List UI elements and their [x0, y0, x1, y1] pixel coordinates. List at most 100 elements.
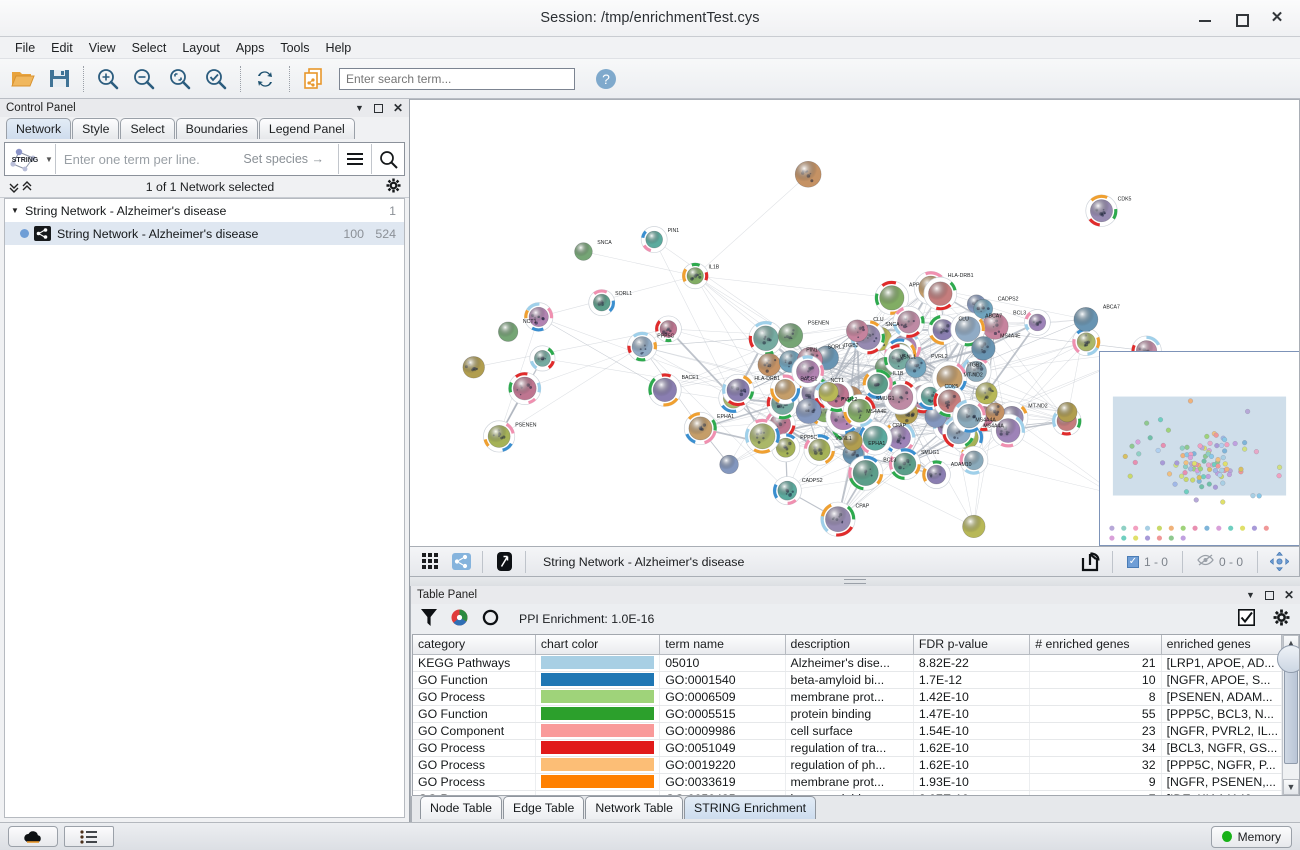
refresh-icon[interactable] — [248, 63, 282, 95]
collapse-expand-icons[interactable] — [8, 180, 34, 193]
tab-network-table[interactable]: Network Table — [585, 796, 684, 819]
table-row[interactable]: KEGG Pathways 05010 Alzheimer's dise... 8.8… — [413, 654, 1283, 672]
set-species-link[interactable]: Set species → — [243, 152, 324, 166]
col-term-name[interactable]: term name — [659, 635, 786, 655]
table-row[interactable]: GO Process GO:0006509 membrane prot... 1.42… — [413, 688, 1283, 706]
col-description[interactable]: description — [785, 635, 914, 655]
menu-tools[interactable]: Tools — [280, 40, 310, 55]
string-search-icon[interactable] — [372, 143, 404, 175]
tree-network-row[interactable]: String Network - Alzheimer's disease 100… — [5, 222, 404, 245]
cell-description: regulation of ph... — [785, 756, 914, 774]
svg-text:NCT1: NCT1 — [831, 378, 845, 384]
grid-layout-icon[interactable] — [416, 550, 444, 574]
cloud-icon[interactable] — [8, 826, 58, 847]
menu-file[interactable]: File — [15, 40, 36, 55]
col-enriched-count[interactable]: # enriched genes — [1029, 635, 1162, 655]
search-input[interactable] — [339, 67, 575, 90]
chevron-down-icon[interactable]: ▼ — [1246, 590, 1255, 600]
options-menu-icon[interactable] — [339, 143, 371, 175]
close-panel-icon[interactable]: ✕ — [392, 101, 403, 115]
menu-apps[interactable]: Apps — [235, 40, 265, 55]
color-swatch — [540, 673, 655, 686]
tab-network[interactable]: Network — [6, 118, 72, 139]
enrichment-table-wrapper[interactable]: category chart color term name descripti… — [412, 634, 1300, 796]
hidden-eye-icon[interactable] — [1197, 554, 1214, 569]
tab-string-enrichment[interactable]: STRING Enrichment — [684, 796, 817, 819]
table-vertical-scrollbar[interactable]: ▲ ▼ — [1277, 635, 1299, 795]
tab-edge-table[interactable]: Edge Table — [503, 796, 585, 819]
string-style-toggle-icon[interactable] — [490, 550, 518, 574]
svg-text:APP: APP — [909, 283, 920, 289]
open-folder-icon[interactable] — [6, 63, 40, 95]
cell-description: beta-amyloid bi... — [785, 671, 914, 689]
string-logo-icon: STRING — [5, 143, 45, 175]
enrichment-table-body: KEGG Pathways 05010 Alzheimer's dise... 8.8… — [413, 654, 1283, 795]
tab-select[interactable]: Select — [120, 118, 175, 139]
table-row[interactable]: GO Process GO:0033619 membrane prot... 1.93… — [413, 773, 1283, 791]
string-term-input[interactable]: Enter one term per line. — [63, 151, 200, 167]
network-tree[interactable]: ▼ String Network - Alzheimer's disease 1… — [4, 198, 405, 818]
search-field[interactable] — [344, 70, 570, 87]
string-species-dropdown-icon[interactable]: ▼ — [45, 154, 53, 164]
network-selected-label: 1 of 1 Network selected — [145, 179, 275, 194]
pan-tool-icon[interactable] — [1265, 550, 1293, 574]
col-enriched-genes[interactable]: enriched genes — [1161, 635, 1283, 655]
network-view-share-icon[interactable] — [447, 550, 475, 574]
col-chart-color[interactable]: chart color — [535, 635, 661, 655]
menu-help[interactable]: Help — [325, 40, 352, 55]
filter-icon[interactable] — [421, 609, 437, 629]
horizontal-splitter[interactable] — [410, 577, 1300, 586]
table-row[interactable]: GO Process GO:0019220 regulation of ph... 1… — [413, 756, 1283, 774]
tab-style[interactable]: Style — [72, 118, 120, 139]
close-panel-icon[interactable]: ✕ — [1283, 588, 1294, 602]
network-settings-gear-icon[interactable] — [386, 177, 401, 196]
donut-chart-icon[interactable] — [482, 609, 499, 629]
tab-boundaries[interactable]: Boundaries — [175, 118, 258, 139]
export-network-icon[interactable] — [297, 63, 331, 95]
menu-view[interactable]: View — [88, 40, 116, 55]
scroll-down-arrow[interactable]: ▼ — [1283, 779, 1299, 795]
table-settings-gear-icon[interactable] — [1273, 609, 1290, 629]
menu-select[interactable]: Select — [131, 40, 167, 55]
network-canvas[interactable]: MT-ND2 VSNL1 MS4A4A MS4A4E ITGB2 HLA-DRB1 CLU B… — [410, 100, 1299, 547]
float-panel-icon[interactable] — [1264, 590, 1274, 600]
expand-triangle-icon[interactable]: ▼ — [11, 206, 19, 215]
cell-fdr: 8.82E-22 — [913, 654, 1031, 672]
table-row[interactable]: GO Function GO:0001540 beta-amyloid bi... 1… — [413, 671, 1283, 689]
help-icon[interactable]: ? — [589, 63, 623, 95]
network-view[interactable]: MT-ND2 VSNL1 MS4A4A MS4A4E ITGB2 HLA-DRB1 CLU B… — [410, 99, 1300, 547]
tree-root-row[interactable]: ▼ String Network - Alzheimer's disease 1 — [5, 199, 404, 222]
save-icon[interactable] — [42, 63, 76, 95]
birds-eye-view[interactable] — [1099, 351, 1299, 546]
pie-chart-icon[interactable] — [451, 609, 468, 629]
memory-status-button[interactable]: Memory — [1210, 825, 1292, 848]
task-list-icon[interactable] — [64, 826, 114, 847]
export-view-icon[interactable] — [1077, 550, 1105, 574]
col-fdr-pvalue[interactable]: FDR p-value — [913, 635, 1031, 655]
menu-edit[interactable]: Edit — [51, 40, 73, 55]
zoom-in-icon[interactable] — [91, 63, 125, 95]
tab-legend-panel[interactable]: Legend Panel — [258, 118, 355, 139]
scroll-knob[interactable] — [1277, 645, 1299, 673]
tab-node-table[interactable]: Node Table — [420, 796, 502, 819]
table-row[interactable]: GO Component GO:0009986 cell surface 1.54E-… — [413, 722, 1283, 740]
cell-count: 9 — [1029, 773, 1162, 791]
cell-count: 8 — [1029, 688, 1162, 706]
zoom-selected-icon[interactable] — [199, 63, 233, 95]
menu-layout[interactable]: Layout — [182, 40, 220, 55]
table-row[interactable]: GO Process GO:0050435beta-amyloid m...2.0… — [413, 790, 1283, 795]
chevron-down-icon[interactable]: ▼ — [355, 103, 364, 113]
col-category[interactable]: category — [413, 635, 536, 655]
network-selection-bar: 1 of 1 Network selected — [0, 176, 409, 198]
cell-count: 34 — [1029, 739, 1162, 757]
minimize-icon[interactable] — [1198, 11, 1212, 25]
zoom-out-icon[interactable] — [127, 63, 161, 95]
select-all-checkbox-icon[interactable] — [1238, 609, 1255, 629]
table-row[interactable]: GO Function GO:0005515 protein binding 1.47… — [413, 705, 1283, 723]
selected-checkbox-icon[interactable]: ✓ — [1126, 555, 1139, 568]
maximize-icon[interactable] — [1234, 11, 1249, 27]
float-panel-icon[interactable] — [373, 103, 383, 113]
close-icon[interactable]: ✕ — [1270, 9, 1284, 26]
zoom-fit-icon[interactable] — [163, 63, 197, 95]
table-row[interactable]: GO Process GO:0051049 regulation of tra...… — [413, 739, 1283, 757]
